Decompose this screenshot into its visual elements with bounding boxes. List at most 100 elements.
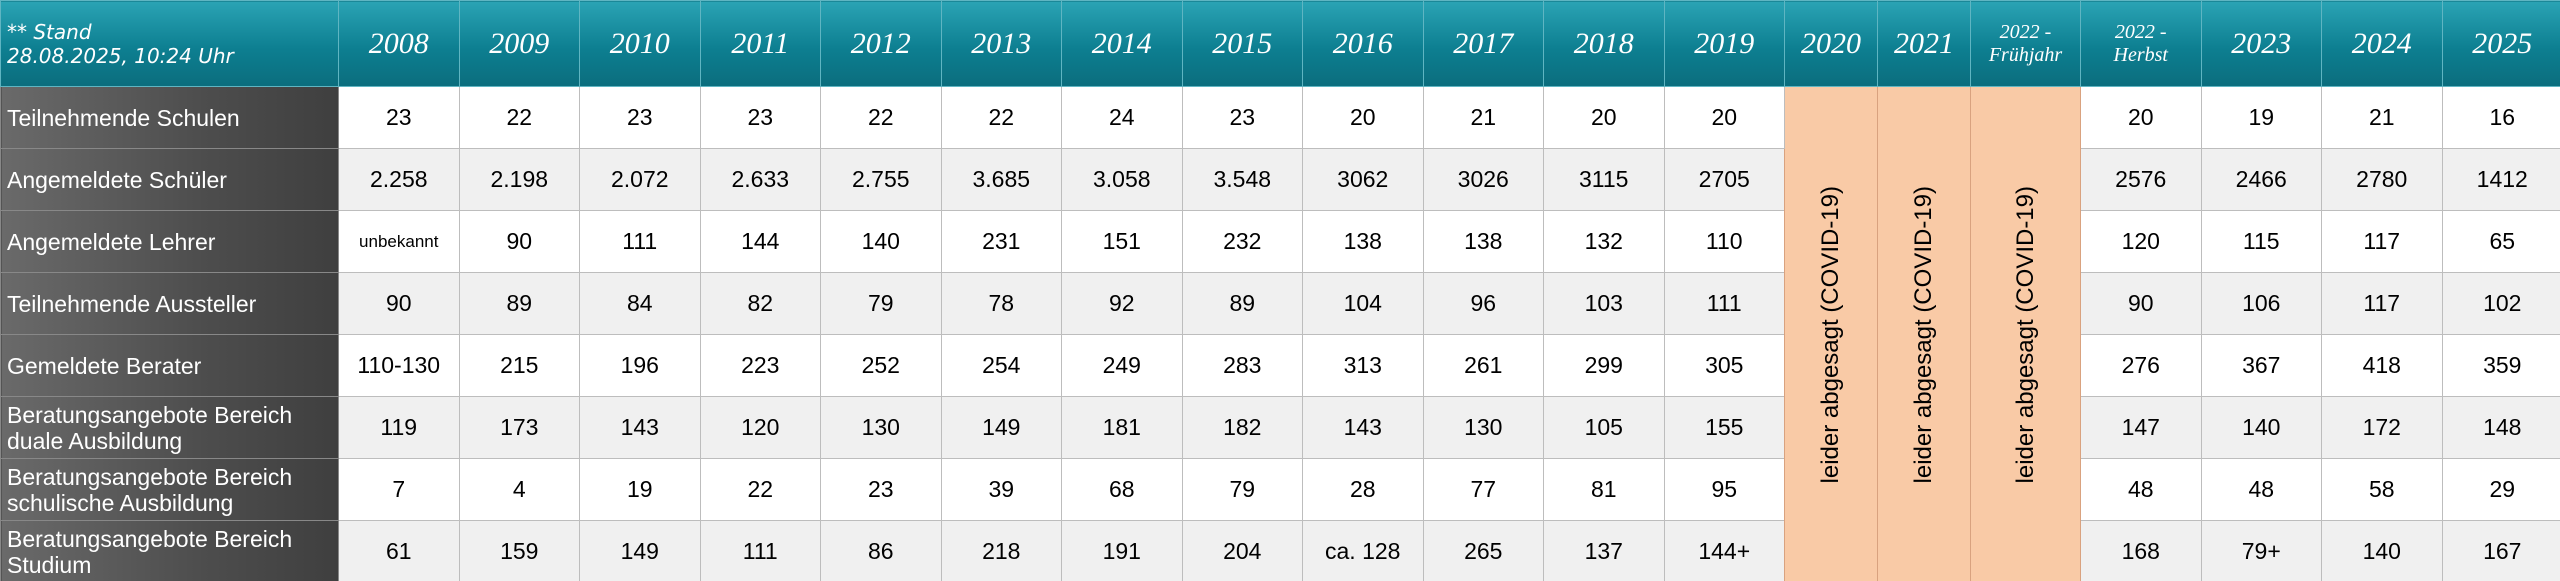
table-row: Angemeldete Lehrer unbekannt 90 111 144 140 23… [0, 210, 2560, 273]
row-label: Beratungsangebote Bereich duale Ausbildu… [0, 396, 339, 459]
column-header: 2013 [940, 0, 1062, 87]
cell: 105 [1543, 396, 1665, 459]
cell: 181 [1061, 396, 1183, 459]
cell: 1412 [2441, 148, 2560, 211]
cell: 173 [458, 396, 580, 459]
cell: 19 [2200, 86, 2322, 149]
cell: 90 [2080, 272, 2202, 335]
cell: 4 [458, 458, 580, 521]
row-label: Teilnehmende Schulen [0, 86, 339, 149]
covid-note: leider abgesagt (COVID-19) [1970, 86, 2081, 581]
row-label: Angemeldete Schüler [0, 148, 339, 211]
cell: 48 [2200, 458, 2322, 521]
cell: 28 [1302, 458, 1424, 521]
covid-note: leider abgesagt (COVID-19) [1877, 86, 1971, 581]
cell: 104 [1302, 272, 1424, 335]
cell: ca. 128 [1302, 520, 1424, 581]
cell: 23 [338, 86, 460, 149]
row-label: Teilnehmende Aussteller [0, 272, 339, 335]
table-row: Teilnehmende Aussteller 90 89 84 82 79 78 92 89 1… [0, 272, 2560, 335]
table-row: Teilnehmende Schulen 23 22 23 23 22 22 24 23 20 21… [0, 86, 2560, 581]
cell: 3115 [1543, 148, 1665, 211]
cell: 89 [1181, 272, 1303, 335]
row-label: Angemeldete Lehrer [0, 210, 339, 273]
cell: 20 [2080, 86, 2202, 149]
column-header: 2012 [820, 0, 942, 87]
cell: 147 [2080, 396, 2202, 459]
cell: 138 [1302, 210, 1424, 273]
cell: 39 [940, 458, 1062, 521]
table-row: Beratungsangebote Bereich duale Ausbildu… [0, 396, 2560, 459]
cell: 149 [940, 396, 1062, 459]
cell: 148 [2441, 396, 2560, 459]
stand-line: 28.08.2025, 10:24 Uhr [7, 43, 234, 68]
cell: 22 [820, 86, 942, 149]
cell: 305 [1663, 334, 1785, 397]
cell: 24 [1061, 86, 1183, 149]
column-header: 2016 [1302, 0, 1424, 87]
cell: 117 [2321, 210, 2443, 273]
cell: 2705 [1663, 148, 1785, 211]
cell: 140 [2321, 520, 2443, 581]
column-header: 2018 [1543, 0, 1665, 87]
header-line: Herbst [2113, 43, 2168, 66]
cell: 119 [338, 396, 460, 459]
covid-text: leider abgesagt (COVID-19) [2011, 185, 2039, 484]
cell: 20 [1543, 86, 1665, 149]
table-row: Angemeldete Schüler 2.258 2.198 2.072 2.633 2… [0, 148, 2560, 211]
stand-header: ** Stand 28.08.2025, 10:24 Uhr [0, 0, 339, 87]
cell: 84 [579, 272, 701, 335]
cell: 168 [2080, 520, 2202, 581]
cell: 86 [820, 520, 942, 581]
cell: 2576 [2080, 148, 2202, 211]
cell: 22 [458, 86, 580, 149]
cell: 120 [699, 396, 821, 459]
cell: 172 [2321, 396, 2443, 459]
cell: 2.258 [338, 148, 460, 211]
cell: 196 [579, 334, 701, 397]
cell: 19 [579, 458, 701, 521]
cell: 21 [1422, 86, 1544, 149]
cell: 191 [1061, 520, 1183, 581]
cell: 3.058 [1061, 148, 1183, 211]
cell: 149 [579, 520, 701, 581]
cell: 23 [699, 86, 821, 149]
column-header: 2008 [338, 0, 460, 87]
cell: 92 [1061, 272, 1183, 335]
cell: 132 [1543, 210, 1665, 273]
cell: 130 [820, 396, 942, 459]
cell: 143 [579, 396, 701, 459]
cell: 95 [1663, 458, 1785, 521]
cell: 2780 [2321, 148, 2443, 211]
cell: 81 [1543, 458, 1665, 521]
cell: 16 [2441, 86, 2560, 149]
cell: 140 [820, 210, 942, 273]
cell: 58 [2321, 458, 2443, 521]
cell: 140 [2200, 396, 2322, 459]
column-header: 2023 [2200, 0, 2322, 87]
cell: 130 [1422, 396, 1544, 459]
column-header: 2011 [699, 0, 821, 87]
cell: 2466 [2200, 148, 2322, 211]
cell: 21 [2321, 86, 2443, 149]
cell: 3026 [1422, 148, 1544, 211]
cell: unbekannt [338, 210, 460, 273]
table-row: Beratungsangebote Bereich schulische Aus… [0, 458, 2560, 521]
column-header: 2014 [1061, 0, 1183, 87]
cell: 82 [699, 272, 821, 335]
cell: 115 [2200, 210, 2322, 273]
header-line: Frühjahr [1988, 43, 2063, 66]
cell: 79 [1181, 458, 1303, 521]
cell: 249 [1061, 334, 1183, 397]
column-header: 2019 [1663, 0, 1785, 87]
cell: 143 [1302, 396, 1424, 459]
cell: 254 [940, 334, 1062, 397]
cell: 215 [458, 334, 580, 397]
cell: 111 [1663, 272, 1785, 335]
cell: 418 [2321, 334, 2443, 397]
cell: 103 [1543, 272, 1665, 335]
cell: 2.198 [458, 148, 580, 211]
stand-line: ** Stand [7, 19, 92, 44]
cell: 313 [1302, 334, 1424, 397]
